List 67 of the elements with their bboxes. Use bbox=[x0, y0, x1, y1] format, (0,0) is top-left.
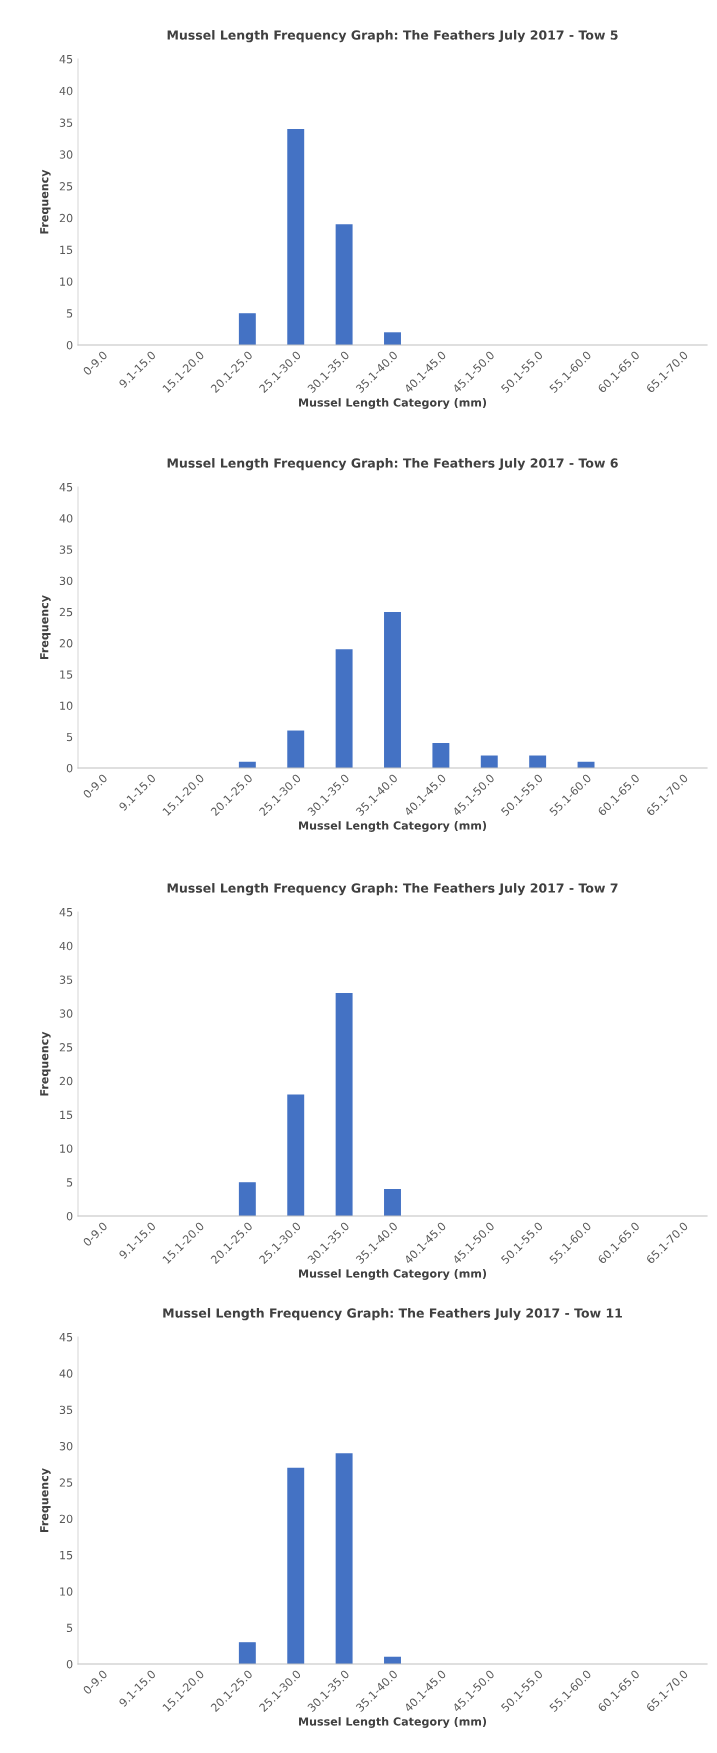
y-tick-label: 10 bbox=[60, 1587, 73, 1596]
y-tick-label: 40 bbox=[59, 86, 73, 96]
y-tick-label: 20 bbox=[59, 639, 73, 648]
y-tick-label: 25 bbox=[59, 182, 73, 191]
y-tick-label: 35 bbox=[59, 118, 73, 127]
bar bbox=[287, 128, 305, 345]
bar bbox=[335, 1453, 353, 1664]
y-tick-label: 20 bbox=[59, 1514, 73, 1524]
y-tick-label: 20 bbox=[59, 1076, 73, 1086]
y-tick-label: 0 bbox=[66, 763, 73, 773]
y-axis-title: Frequency bbox=[40, 1468, 51, 1532]
y-tick-label: 15 bbox=[60, 670, 73, 679]
y-tick-label: 10 bbox=[60, 1144, 73, 1153]
y-tick-label: 5 bbox=[66, 1623, 73, 1633]
y-tick-label: 5 bbox=[66, 732, 73, 742]
bar bbox=[238, 313, 256, 345]
y-tick-label: 30 bbox=[59, 150, 73, 159]
y-tick-label: 40 bbox=[59, 514, 73, 523]
y-axis-title: Frequency bbox=[40, 595, 51, 659]
y-tick-label: 20 bbox=[59, 213, 73, 223]
bar bbox=[384, 332, 401, 345]
bar bbox=[335, 993, 353, 1216]
y-tick-label: 5 bbox=[66, 1178, 73, 1187]
bar bbox=[335, 224, 353, 345]
y-tick-label: 25 bbox=[59, 607, 73, 617]
y-tick-label: 15 bbox=[60, 1110, 73, 1120]
y-axis-title: Frequency bbox=[40, 1031, 51, 1096]
y-tick-label: 40 bbox=[59, 1369, 73, 1378]
y-tick-label: 30 bbox=[59, 576, 73, 586]
y-tick-label: 10 bbox=[60, 277, 73, 286]
y-tick-label: 30 bbox=[59, 1009, 73, 1018]
y-axis-title: Frequency bbox=[40, 169, 51, 234]
y-tick-label: 0 bbox=[66, 1211, 73, 1221]
y-tick-label: 40 bbox=[59, 941, 73, 951]
bar bbox=[238, 1182, 256, 1216]
bar bbox=[335, 649, 353, 768]
bar bbox=[287, 1467, 305, 1664]
y-tick-label: 45 bbox=[59, 1333, 73, 1342]
y-tick-label: 0 bbox=[66, 1659, 73, 1669]
y-tick-label: 35 bbox=[59, 1405, 73, 1415]
y-tick-label: 0 bbox=[66, 340, 73, 350]
y-tick-label: 5 bbox=[66, 309, 73, 318]
bar bbox=[432, 743, 450, 768]
y-tick-label: 25 bbox=[59, 1043, 73, 1052]
x-axis-title: Mussel Length Category (mm) bbox=[299, 1269, 487, 1280]
y-tick-label: 45 bbox=[59, 483, 73, 492]
x-axis-title: Mussel Length Category (mm) bbox=[299, 1717, 487, 1728]
bar bbox=[287, 1094, 305, 1216]
bar bbox=[384, 1188, 401, 1216]
x-axis-title: Mussel Length Category (mm) bbox=[299, 398, 487, 409]
y-tick-label: 45 bbox=[59, 908, 73, 917]
y-tick-label: 25 bbox=[59, 1478, 73, 1487]
y-tick-label: 35 bbox=[59, 545, 73, 554]
bar bbox=[287, 730, 305, 768]
y-tick-label: 45 bbox=[59, 55, 73, 64]
y-tick-label: 30 bbox=[59, 1441, 73, 1451]
chart-title: Mussel Length Frequency Graph: The Feathers July 2017 - Tow 5 bbox=[167, 30, 618, 43]
chart-title: Mussel Length Frequency Graph: The Feathers July 2017 - Tow 7 bbox=[167, 883, 618, 896]
x-axis-title: Mussel Length Category (mm) bbox=[299, 821, 487, 832]
y-tick-label: 15 bbox=[60, 245, 73, 255]
y-tick-label: 10 bbox=[60, 701, 73, 710]
chart-title: Mussel Length Frequency Graph: The Feathers July 2017 - Tow 11 bbox=[163, 1308, 622, 1321]
chart-title: Mussel Length Frequency Graph: The Feathers July 2017 - Tow 6 bbox=[167, 458, 618, 471]
y-tick-label: 15 bbox=[60, 1551, 73, 1560]
y-tick-label: 35 bbox=[59, 975, 73, 984]
bar bbox=[384, 611, 401, 768]
bar bbox=[238, 1642, 256, 1664]
